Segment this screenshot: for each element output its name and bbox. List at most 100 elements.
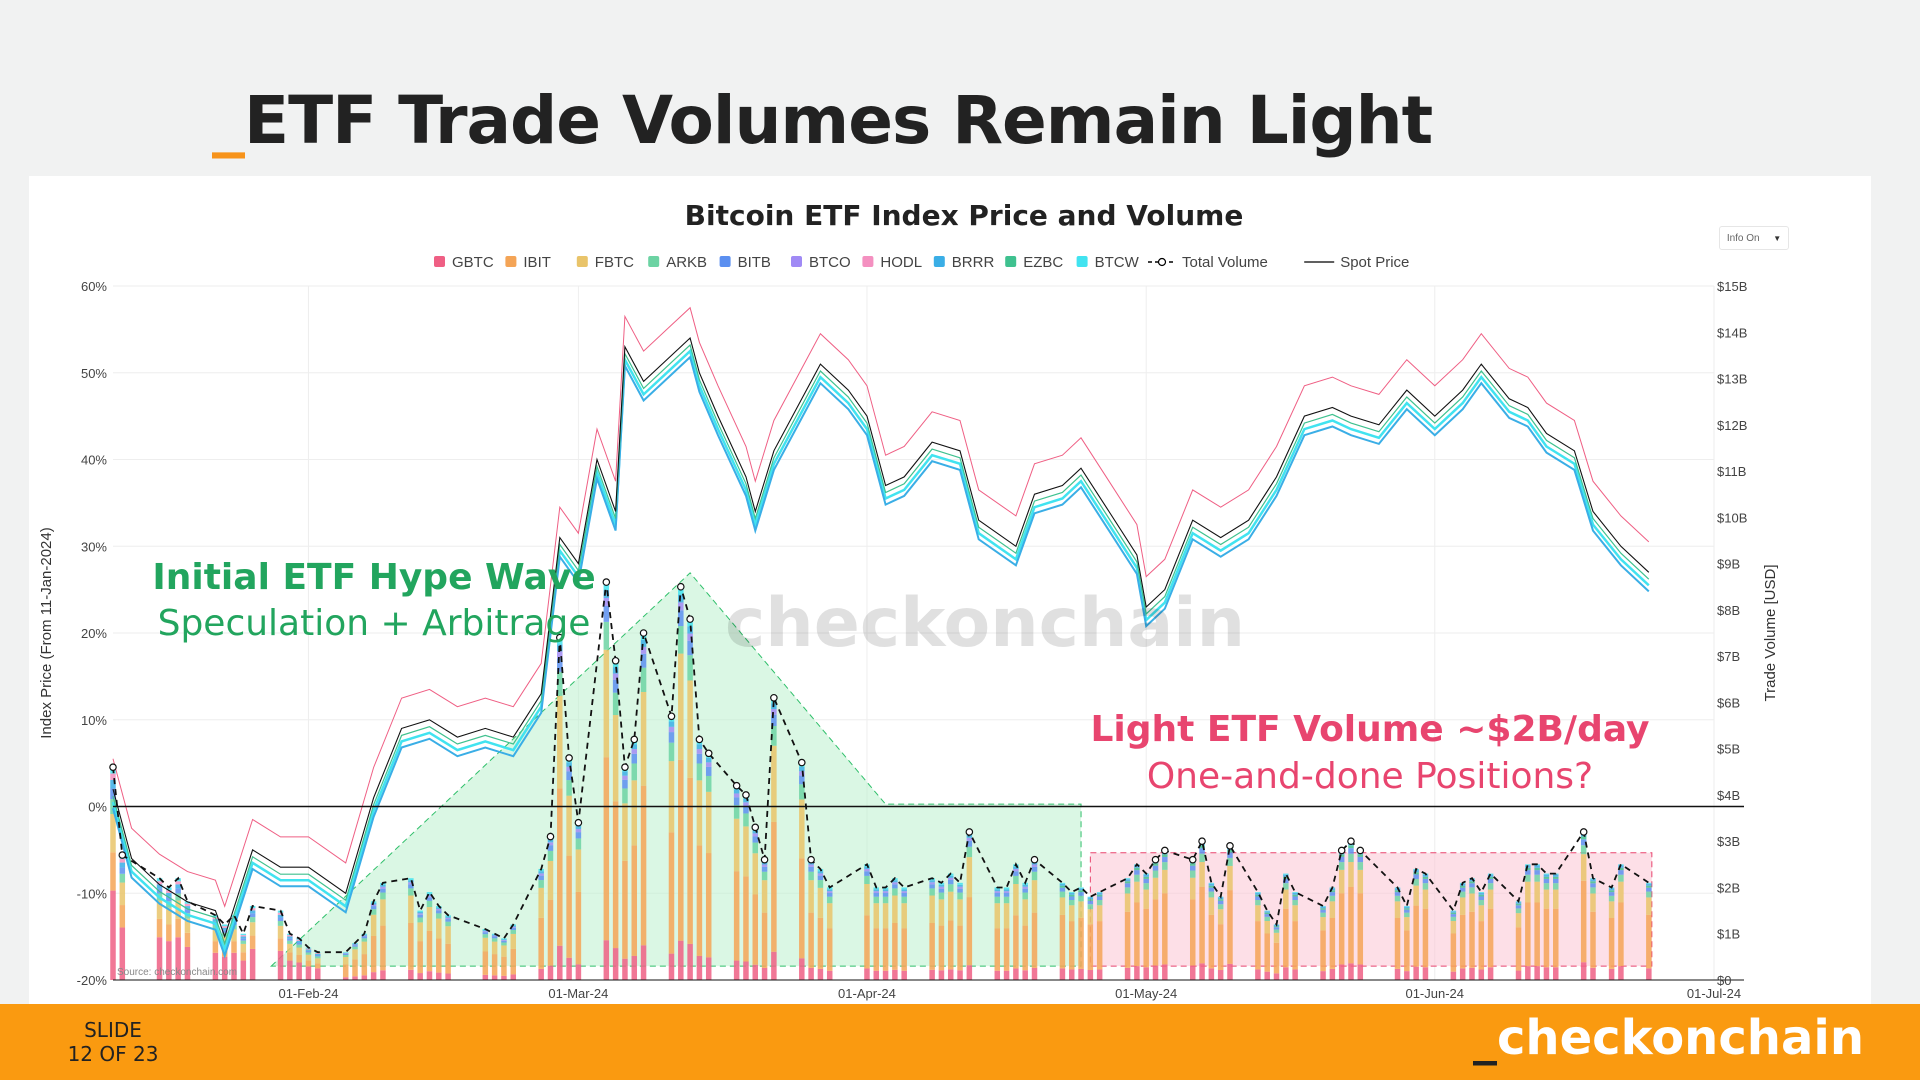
bar-segment-fbtc	[733, 818, 740, 872]
bar-segment-arkb	[668, 742, 675, 762]
info-toggle-button[interactable]: Info On ▼	[1719, 226, 1789, 250]
bar-segment-arkb	[1590, 887, 1596, 894]
bar-segment-btcw	[417, 910, 423, 912]
volume-bar-2024-01-16	[156, 878, 163, 980]
bar-segment-arkb	[1292, 900, 1298, 906]
y-left-tick-label: -20%	[77, 973, 108, 988]
total-volume-marker	[1030, 855, 1039, 864]
bar-segment-bitb	[1515, 905, 1522, 909]
bar-segment-gbtc	[1031, 967, 1038, 980]
bar-segment-gbtc	[1534, 966, 1540, 980]
volume-bar-2024-06-17	[1580, 831, 1587, 980]
bar-segment-brrr	[938, 884, 945, 887]
bar-segment-fbtc	[119, 882, 126, 906]
bar-segment-bitb	[1618, 870, 1624, 875]
bar-segment-fbtc	[305, 954, 312, 961]
bar-segment-brrr	[752, 830, 759, 834]
y-left-tick-label: 0%	[88, 800, 107, 815]
bar-segment-btco	[826, 891, 833, 894]
bar-segment-fbtc	[1469, 893, 1475, 912]
total-volume-marker	[1347, 837, 1355, 846]
bar-segment-btcw	[1124, 878, 1131, 880]
bar-segment-ibit	[510, 948, 516, 975]
bar-segment-arkb	[1357, 862, 1364, 870]
bar-segment-bitb	[1348, 848, 1354, 854]
bar-segment-brrr	[156, 884, 163, 889]
bar-segment-fbtc	[668, 761, 675, 833]
legend-label: ARKB	[666, 254, 707, 271]
bar-segment-ibit	[1338, 893, 1345, 965]
volume-bar-2024-03-22	[771, 697, 777, 980]
bar-segment-brrr	[1404, 906, 1410, 909]
bar-segment-arkb	[1487, 883, 1494, 890]
volume-bar-2024-04-30	[1134, 864, 1140, 980]
volume-bar-2024-02-14	[426, 892, 433, 980]
bar-segment-btco	[538, 873, 544, 876]
bar-segment-ibit	[1618, 902, 1624, 967]
bar-segment-bitb	[1273, 927, 1280, 930]
bar-segment-bitb	[612, 679, 619, 693]
y-left-tick-label: 30%	[81, 539, 107, 554]
bar-segment-brrr	[166, 893, 172, 897]
bar-segment-btco	[370, 904, 377, 907]
bar-segment-hodl	[277, 912, 284, 915]
bar-segment-gbtc	[212, 952, 219, 980]
bar-segment-fbtc	[1162, 869, 1168, 894]
total-volume-marker	[667, 712, 676, 721]
bar-segment-fbtc	[761, 880, 768, 913]
bar-segment-btco	[1022, 886, 1028, 889]
bar-segment-gbtc	[1273, 973, 1280, 980]
bar-segment-ibit	[1068, 921, 1075, 970]
bar-segment-gbtc	[1478, 969, 1485, 980]
bar-segment-bitb	[240, 938, 247, 941]
volume-bar-2024-04-26	[1096, 892, 1103, 980]
bar-segment-gbtc	[929, 969, 935, 980]
bar-segment-gbtc	[277, 950, 284, 980]
bar-segment-gbtc	[901, 970, 907, 980]
volume-bar-2024-03-01	[575, 822, 582, 980]
x-axis-ticks: 01-Feb-24 01-Mar-24 01-Apr-24 01-May-24 01-J…	[278, 986, 1741, 1001]
bar-segment-gbtc	[1487, 967, 1494, 980]
bar-segment-btco	[771, 709, 777, 715]
bar-segment-ibit	[1255, 921, 1261, 970]
bar-segment-bitb	[957, 888, 963, 893]
bar-segment-gbtc	[1459, 968, 1466, 980]
bar-segment-arkb	[752, 842, 759, 854]
bar-segment-arkb	[1515, 908, 1522, 914]
bar-segment-gbtc	[240, 960, 247, 980]
bar-segment-brrr	[733, 789, 740, 794]
bar-segment-fbtc	[882, 903, 889, 929]
total-volume-marker	[602, 578, 611, 586]
volume-bar-2024-02-16	[445, 915, 451, 980]
bar-segment-btco	[799, 771, 805, 776]
y-right-tick-label: $15B	[1717, 279, 1747, 294]
bar-segment-gbtc	[1422, 967, 1429, 980]
volume-bar-2024-03-28	[826, 887, 833, 980]
volume-bar-2024-06-13	[1543, 873, 1550, 980]
volume-bar-2024-03-12	[678, 586, 684, 980]
bar-segment-fbtc	[799, 799, 805, 859]
bar-segment-bitb	[826, 893, 833, 897]
bar-segment-ibit	[1003, 928, 1010, 971]
volume-bar-2024-05-23	[1348, 841, 1354, 980]
bar-segment-fbtc	[538, 887, 544, 918]
bar-segment-ibit	[305, 960, 312, 967]
volume-bar-2024-02-26	[538, 868, 544, 980]
bar-segment-brrr	[892, 880, 898, 883]
volume-bar-2024-02-21	[491, 933, 498, 980]
bar-segment-hodl	[296, 939, 302, 941]
bar-segment-arkb	[296, 944, 302, 948]
bar-segment-arkb	[696, 763, 703, 781]
bar-segment-btco	[408, 882, 414, 885]
bar-segment-ibit	[361, 954, 368, 976]
bar-segment-ibit	[743, 876, 749, 962]
bar-segment-fbtc	[1087, 909, 1094, 925]
bar-segment-arkb	[826, 896, 833, 904]
bar-segment-arkb	[175, 893, 181, 901]
bar-segment-brrr	[342, 952, 349, 954]
bar-segment-gbtc	[733, 960, 740, 980]
bar-segment-brrr	[482, 930, 489, 932]
bar-segment-btcw	[957, 882, 963, 885]
bar-segment-gbtc	[1525, 966, 1531, 980]
volume-bar-2024-05-17	[1292, 892, 1298, 980]
